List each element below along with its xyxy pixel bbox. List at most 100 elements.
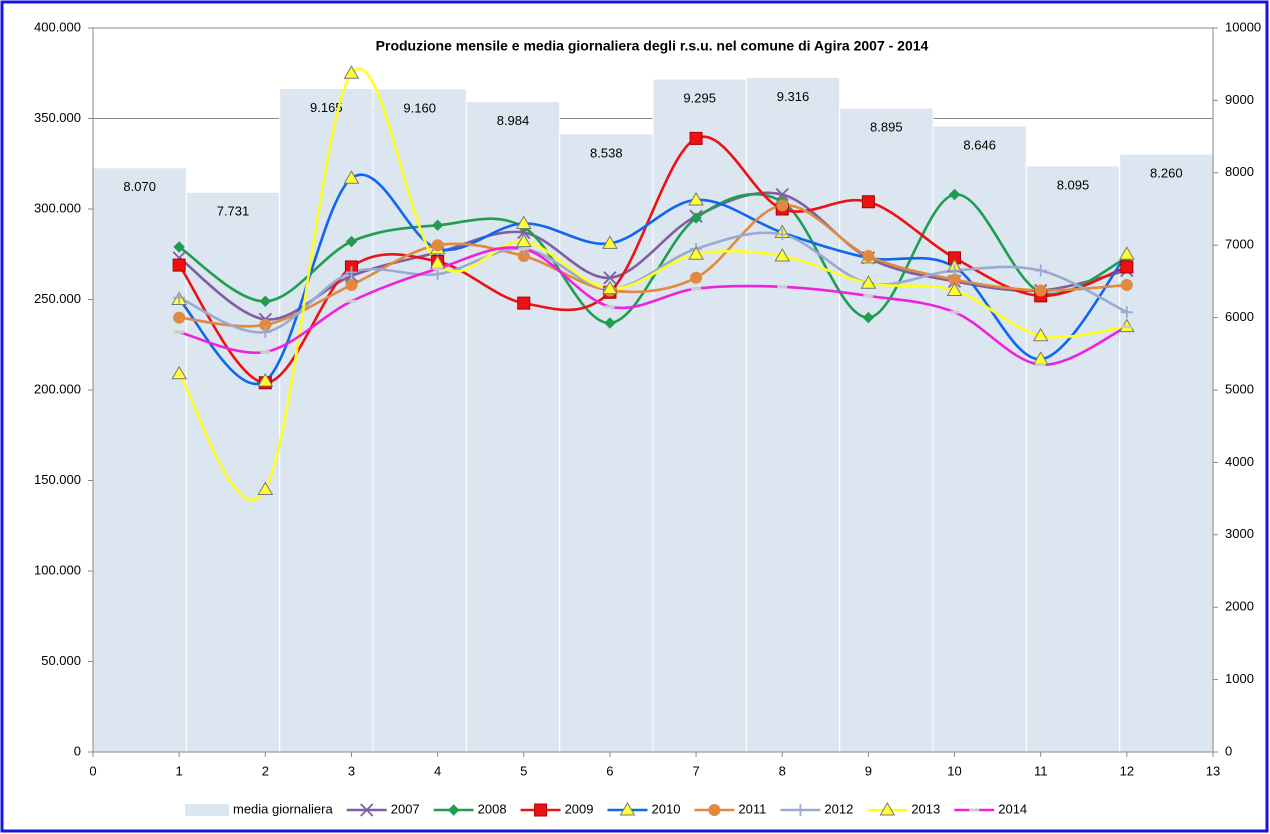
marker [515, 233, 532, 248]
marker [619, 802, 636, 816]
bar-value-label: 9.160 [403, 100, 436, 115]
legend-label: 2008 [478, 801, 507, 816]
marker [775, 187, 789, 202]
legend-marker [360, 803, 374, 817]
x-tick-label: 7 [692, 763, 699, 778]
marker [173, 311, 186, 324]
y-tick-label: 300.000 [34, 200, 81, 215]
marker [604, 317, 616, 329]
marker [259, 326, 272, 339]
x-tick-label: 3 [348, 763, 355, 778]
marker [794, 804, 807, 816]
marker [172, 258, 186, 272]
bar-value-label: 9.165 [310, 100, 343, 115]
marker [517, 296, 531, 310]
marker [1121, 325, 1132, 329]
marker [690, 212, 702, 224]
y-tick-label: 50.000 [41, 653, 81, 668]
x-tick-label: 8 [779, 763, 786, 778]
marker [534, 803, 548, 817]
marker [860, 275, 877, 289]
x-tick-label: 0 [89, 763, 96, 778]
legend-label: 2007 [391, 801, 420, 816]
legend-label: 2009 [565, 801, 594, 816]
y2-tick-label: 2000 [1225, 599, 1254, 614]
y-tick-label: 150.000 [34, 472, 81, 487]
y-tick-label: 400.000 [34, 19, 81, 34]
x-tick-label: 5 [520, 763, 527, 778]
bar [372, 88, 467, 753]
marker [602, 280, 618, 295]
legend-marker [447, 804, 460, 816]
marker [345, 279, 358, 292]
marker [343, 65, 360, 79]
marker [691, 287, 702, 291]
legend-label: 2014 [998, 801, 1027, 816]
marker [360, 803, 374, 817]
legend-label: 2010 [652, 801, 681, 816]
legend-label: 2012 [824, 801, 853, 816]
x-tick-label: 1 [176, 763, 183, 778]
x-tick-label: 4 [434, 763, 441, 778]
marker [1032, 327, 1049, 342]
bar [839, 107, 934, 753]
x-tick-label: 2 [262, 763, 269, 778]
marker [518, 247, 529, 251]
bar [652, 78, 747, 753]
x-tick-label: 10 [947, 763, 961, 778]
marker [447, 804, 460, 816]
marker [345, 266, 358, 279]
marker [602, 235, 618, 249]
legend-marker [794, 804, 807, 816]
y-tick-label: 350.000 [34, 110, 81, 125]
marker [1118, 246, 1135, 260]
y2-tick-label: 4000 [1225, 454, 1254, 469]
legend-marker [619, 802, 636, 816]
marker [862, 250, 875, 263]
marker [174, 330, 185, 334]
marker [1120, 306, 1133, 319]
bar-value-label: 8.984 [497, 113, 530, 128]
bar-value-label: 8.538 [590, 145, 623, 160]
y-tick-label: 250.000 [34, 291, 81, 306]
marker [604, 305, 615, 309]
marker [1034, 264, 1047, 277]
marker [776, 199, 789, 212]
y2-tick-label: 3000 [1225, 526, 1254, 541]
series-line [178, 246, 1128, 366]
marker [432, 267, 443, 271]
legend-marker [708, 804, 721, 816]
bar-value-label: 8.646 [963, 137, 996, 152]
legend-label: 2013 [911, 801, 940, 816]
marker [688, 191, 704, 206]
y-tick-label: 100.000 [34, 562, 81, 577]
marker [776, 228, 789, 241]
marker [688, 246, 704, 260]
bar [745, 77, 841, 753]
marker [257, 372, 274, 387]
marker [343, 170, 360, 184]
legend-swatch [185, 804, 229, 816]
y-tick-label: 0 [74, 743, 81, 758]
x-tick-label: 6 [606, 763, 613, 778]
marker [689, 131, 703, 145]
marker [949, 310, 960, 314]
y2-tick-label: 7000 [1225, 237, 1254, 252]
bar-value-label: 9.295 [683, 90, 716, 105]
y2-tick-label: 5000 [1225, 381, 1254, 396]
bar [559, 133, 654, 753]
marker [259, 318, 272, 331]
bar [932, 125, 1027, 753]
y2-tick-label: 6000 [1225, 309, 1254, 324]
marker [948, 264, 961, 277]
legend-label: media giornaliera [233, 801, 333, 816]
marker [257, 481, 274, 496]
marker [260, 350, 271, 354]
marker [1035, 363, 1046, 367]
marker [948, 188, 961, 201]
marker [1034, 284, 1047, 297]
marker [431, 239, 444, 252]
bar-value-label: 7.731 [217, 204, 250, 219]
series-line [178, 67, 1128, 502]
